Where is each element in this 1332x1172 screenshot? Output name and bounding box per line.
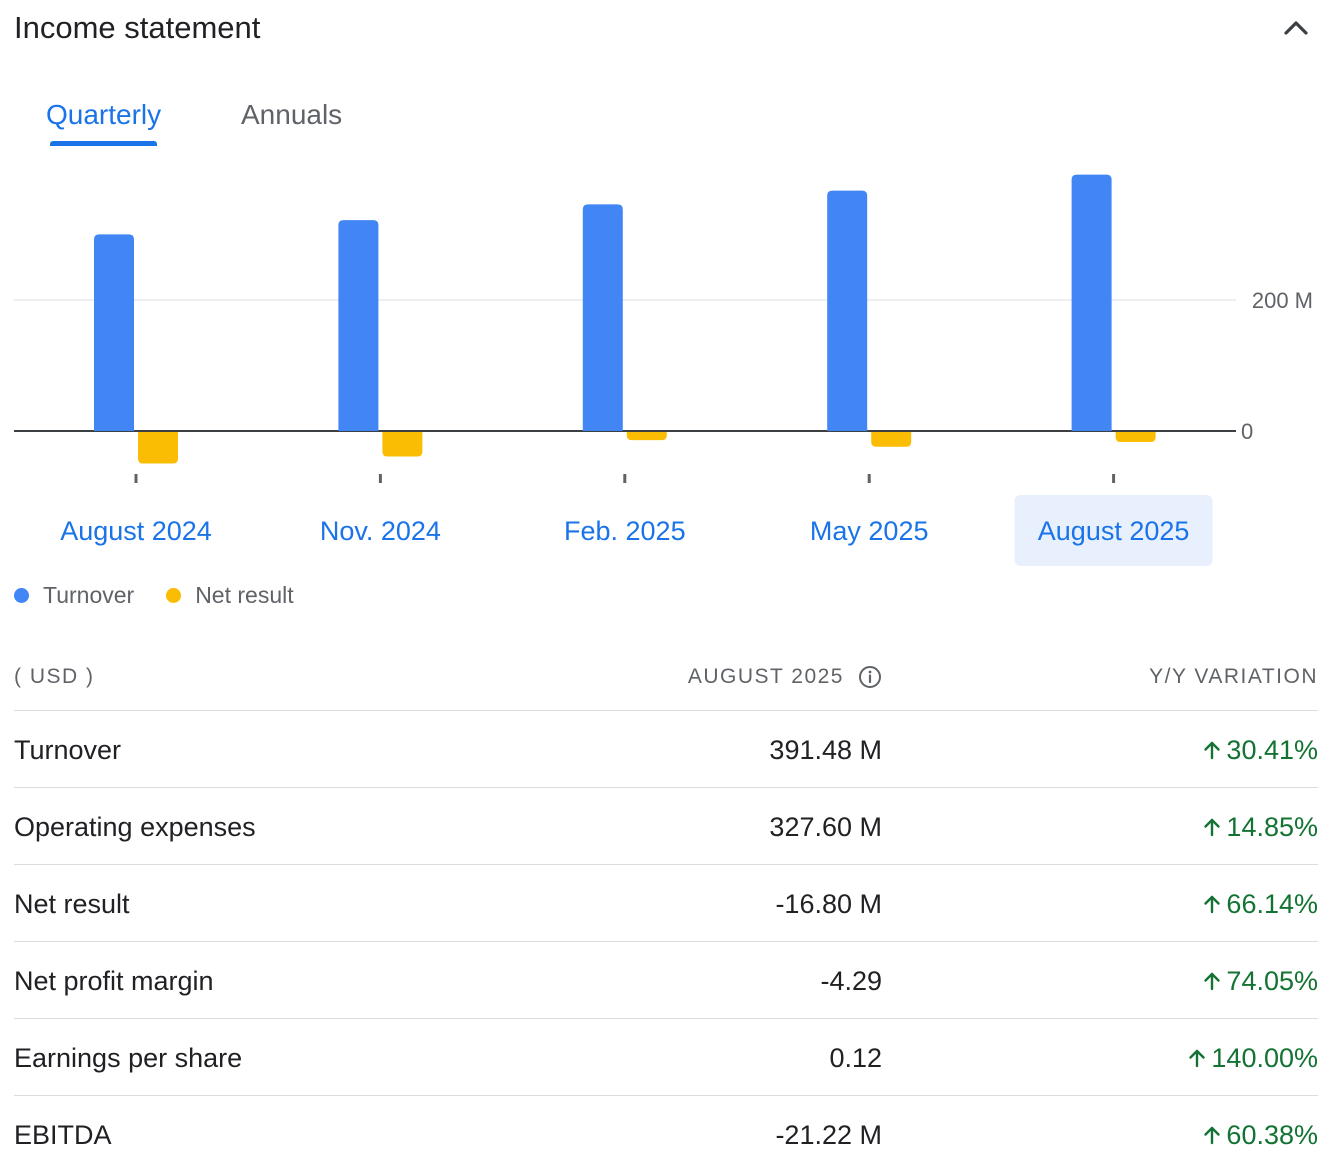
variation-header: Y/Y VARIATION (1149, 665, 1318, 688)
row-variation-value: 30.41% (1226, 735, 1318, 765)
tab-quarterly-label: Quarterly (46, 99, 162, 130)
chevron-up-icon (1284, 21, 1308, 35)
arrow-up-icon (1204, 972, 1221, 991)
bar-turnover[interactable] (94, 234, 134, 431)
bar-net-result[interactable] (382, 432, 423, 457)
legend-dot-net-result (166, 587, 182, 603)
row-variation: 140.00% (1186, 1040, 1318, 1076)
row-value: 0.12 (829, 1043, 882, 1073)
table-body: Turnover 391.48 M 30.41% Operating expenses… (14, 711, 1318, 1172)
card-header: Income statement (14, 8, 1314, 48)
bar-net-result[interactable] (626, 432, 667, 441)
arrow-up-icon (1189, 1049, 1206, 1068)
legend-dot-turnover (14, 587, 29, 603)
table-row: EBITDA -21.22 M 60.38% (14, 1096, 1318, 1172)
income-chart: 0 200 M August 2024 Nov. 2024 Feb. 2025 May 2… (14, 174, 1313, 566)
bar-turnover[interactable] (827, 190, 868, 431)
income-table: ( USD ) AUGUST 2025 Y/Y VARIATION Turnov… (14, 646, 1318, 1172)
bar-turnover[interactable] (582, 204, 623, 431)
row-variation-value: 14.85% (1226, 812, 1318, 842)
legend-item-net-result: Net result (166, 581, 294, 609)
bar-turnover[interactable] (338, 220, 379, 431)
row-value: 391.48 M (769, 735, 882, 765)
y-tick-label: 0 (1241, 419, 1253, 444)
x-tick-label[interactable]: Feb. 2025 (564, 516, 686, 546)
arrow-up-icon (1204, 818, 1221, 837)
row-value: -21.22 M (775, 1120, 882, 1150)
row-label: Operating expenses (14, 812, 256, 842)
row-value: -4.29 (820, 966, 882, 996)
table-row: Net result -16.80 M 66.14% (14, 865, 1318, 942)
bar-net-result[interactable] (138, 432, 178, 464)
x-tick-label[interactable]: August 2025 (1038, 516, 1190, 546)
table-row: Net profit margin -4.29 74.05% (14, 942, 1318, 1019)
currency-header: ( USD ) (14, 665, 95, 688)
row-label: EBITDA (14, 1120, 112, 1150)
legend-item-turnover: Turnover (14, 582, 134, 609)
selected-period-highlight (1014, 495, 1213, 566)
row-variation: 60.38% (1201, 1117, 1318, 1153)
row-label: Turnover (14, 735, 122, 765)
legend-label-turnover: Turnover (43, 581, 135, 608)
active-tab-indicator (50, 141, 158, 146)
period-header: AUGUST 2025 (688, 662, 882, 692)
legend-label-net-result: Net result (195, 581, 294, 608)
row-value: -16.80 M (775, 889, 882, 919)
bar-net-result[interactable] (1115, 432, 1156, 443)
arrow-up-icon (1204, 1126, 1221, 1145)
row-value: 327.60 M (769, 812, 882, 842)
tab-annuals-label: Annuals (241, 99, 343, 130)
row-label: Earnings per share (14, 1043, 243, 1073)
arrow-up-icon (1204, 741, 1221, 760)
table-row: Operating expenses 327.60 M 14.85% (14, 788, 1318, 865)
row-variation: 30.41% (1201, 732, 1318, 768)
row-variation-value: 66.14% (1226, 889, 1318, 919)
tab-annuals[interactable]: Annuals (223, 92, 360, 138)
row-variation: 14.85% (1201, 809, 1318, 845)
info-icon[interactable] (858, 665, 882, 689)
tab-quarterly[interactable]: Quarterly (28, 92, 179, 146)
row-variation-value: 60.38% (1226, 1120, 1318, 1150)
table-row: Earnings per share 0.12 140.00% (14, 1019, 1318, 1096)
bar-turnover[interactable] (1071, 174, 1112, 431)
page-title: Income statement (14, 10, 261, 45)
bar-net-result[interactable] (871, 432, 912, 447)
period-header-label: AUGUST 2025 (687, 665, 844, 688)
collapse-button[interactable] (1278, 10, 1314, 46)
x-tick-label[interactable]: May 2025 (810, 516, 929, 546)
table-header: ( USD ) AUGUST 2025 Y/Y VARIATION (14, 646, 1318, 711)
arrow-up-icon (1204, 895, 1221, 914)
x-tick-label[interactable]: Nov. 2024 (320, 516, 441, 546)
table-row: Turnover 391.48 M 30.41% (14, 711, 1318, 788)
row-variation-value: 74.05% (1226, 966, 1318, 996)
x-tick-label[interactable]: August 2024 (60, 516, 212, 546)
row-label: Net result (14, 889, 130, 919)
row-variation: 74.05% (1201, 963, 1318, 999)
row-variation: 66.14% (1201, 886, 1318, 922)
y-tick-label: 200 M (1252, 288, 1313, 313)
row-label: Net profit margin (14, 966, 214, 996)
row-variation-value: 140.00% (1211, 1043, 1318, 1073)
chart-legend: Turnover Net result (14, 578, 326, 612)
